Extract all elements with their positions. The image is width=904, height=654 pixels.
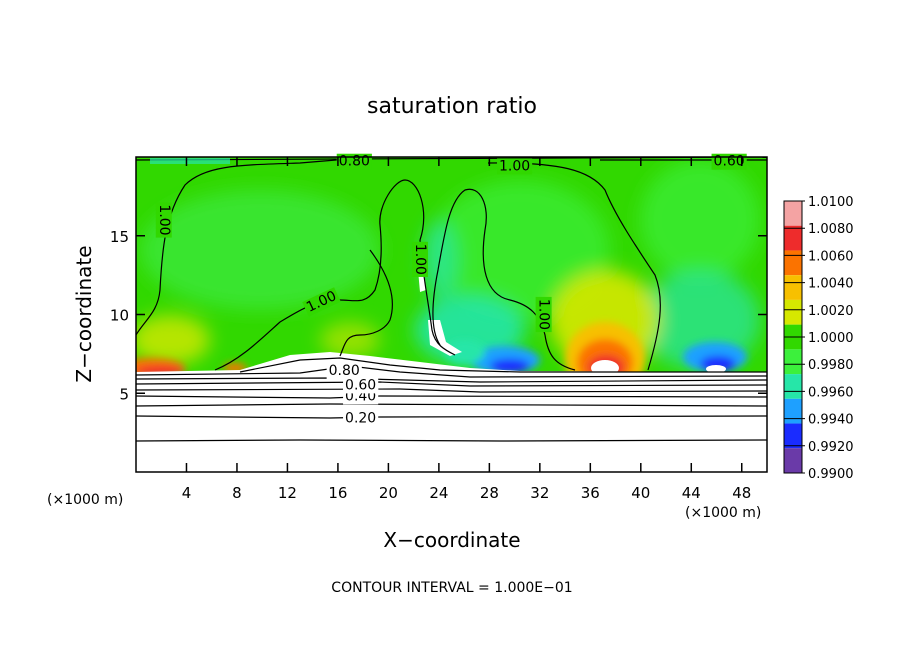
contour-label-background bbox=[497, 158, 533, 175]
x-tick-label: 20 bbox=[379, 484, 398, 502]
colorbar-label: 0.9960 bbox=[808, 385, 854, 400]
colorbar-label: 0.9920 bbox=[808, 440, 854, 455]
colorbar-label: 1.0100 bbox=[808, 195, 854, 210]
x-tick-label: 28 bbox=[480, 484, 499, 502]
contour-label-background bbox=[326, 363, 362, 380]
saturation-field bbox=[136, 157, 767, 472]
contour-line bbox=[136, 388, 767, 393]
contour-label: 0.80 bbox=[329, 363, 360, 379]
y-tick-label: 15 bbox=[110, 228, 129, 246]
x-tick-label: 44 bbox=[682, 484, 701, 502]
contour-label: 0.60 bbox=[345, 377, 376, 393]
x-tick-label: 16 bbox=[328, 484, 347, 502]
x-tick-label: 48 bbox=[732, 484, 751, 502]
colorbar-label: 1.0000 bbox=[808, 331, 854, 346]
contour-label-background bbox=[343, 410, 379, 427]
contour-line bbox=[214, 179, 425, 371]
colorbar-label: 1.0080 bbox=[808, 222, 854, 237]
x-tick-label: 12 bbox=[278, 484, 297, 502]
field-patch bbox=[640, 160, 760, 280]
contour-line bbox=[339, 249, 394, 357]
field-patch bbox=[140, 190, 380, 310]
x-tick-label: 40 bbox=[631, 484, 650, 502]
contour-label: 0.80 bbox=[339, 154, 370, 170]
colorbar-label: 0.9940 bbox=[808, 413, 854, 428]
contour-label: 1.00 bbox=[412, 244, 428, 275]
colorbar-swatch bbox=[784, 374, 802, 399]
field-patch bbox=[706, 365, 726, 373]
contour-line bbox=[136, 381, 767, 387]
contour-label-background bbox=[302, 287, 341, 317]
contour-label: 1.00 bbox=[156, 204, 172, 235]
contour-line bbox=[432, 188, 576, 371]
x-axis-label: X−coordinate bbox=[383, 528, 520, 552]
field-patch bbox=[320, 322, 380, 358]
colorbar-label: 1.0040 bbox=[808, 277, 854, 292]
contour-line bbox=[136, 439, 767, 442]
contour-label: 1.00 bbox=[499, 158, 530, 174]
colorbar-swatch bbox=[784, 349, 802, 375]
contour-interval-note: CONTOUR INTERVAL = 1.000E−01 bbox=[331, 580, 572, 596]
colorbar-label: 1.0020 bbox=[808, 304, 854, 319]
x-tick-label: 8 bbox=[232, 484, 242, 502]
colorbar-swatch bbox=[784, 225, 802, 251]
top-edge-noise bbox=[150, 158, 230, 164]
x-tick-label: 36 bbox=[581, 484, 600, 502]
colorbar-label: 1.0060 bbox=[808, 249, 854, 264]
colorbar-swatch bbox=[784, 299, 802, 325]
y-tick-label: 5 bbox=[119, 385, 129, 403]
subsaturated-layer bbox=[136, 352, 767, 472]
field-patch bbox=[445, 340, 485, 364]
colorbar-swatch bbox=[784, 275, 802, 300]
contour-label-background bbox=[155, 202, 172, 238]
contour-label-background bbox=[343, 377, 379, 394]
colorbar-swatch bbox=[784, 398, 802, 424]
x-tick-label: 24 bbox=[429, 484, 448, 502]
colorbar-label: 0.9900 bbox=[808, 467, 854, 482]
contour-label: 1.00 bbox=[536, 299, 552, 330]
contour-lines-lower bbox=[136, 357, 767, 442]
contour-label-background bbox=[535, 296, 552, 333]
x-tick-label: 4 bbox=[182, 484, 192, 502]
contour-line bbox=[136, 157, 361, 336]
contour-line bbox=[136, 377, 767, 383]
colorbar-swatch bbox=[784, 201, 802, 226]
field-patch bbox=[136, 315, 210, 365]
colorbar-swatch bbox=[784, 423, 802, 449]
x-tick-label: 32 bbox=[530, 484, 549, 502]
contour-label-background bbox=[411, 241, 428, 277]
x-unit-left: (×1000 m) bbox=[47, 492, 123, 508]
colorbar-label: 0.9980 bbox=[808, 358, 854, 373]
colorbar-swatch bbox=[784, 250, 802, 276]
contour-line bbox=[239, 357, 767, 373]
y-tick-label: 10 bbox=[110, 307, 129, 325]
field-gap bbox=[428, 320, 462, 356]
field-patch bbox=[490, 359, 530, 373]
colorbar-swatch bbox=[784, 448, 802, 473]
colorbar: 1.0100 1.0080 1.0060 1.0040 1.0020 1.0000 0.99… bbox=[783, 195, 854, 482]
contour-label: 0.20 bbox=[345, 410, 376, 426]
contour-line bbox=[487, 162, 661, 371]
contour-line bbox=[136, 403, 767, 407]
field-patch bbox=[430, 180, 610, 320]
contour-label: 0.60 bbox=[714, 154, 745, 170]
contour-line bbox=[136, 365, 767, 378]
y-axis-label: Z−coordinate bbox=[72, 245, 96, 382]
x-unit-right: (×1000 m) bbox=[685, 505, 761, 521]
chart-title: saturation ratio bbox=[367, 94, 537, 119]
